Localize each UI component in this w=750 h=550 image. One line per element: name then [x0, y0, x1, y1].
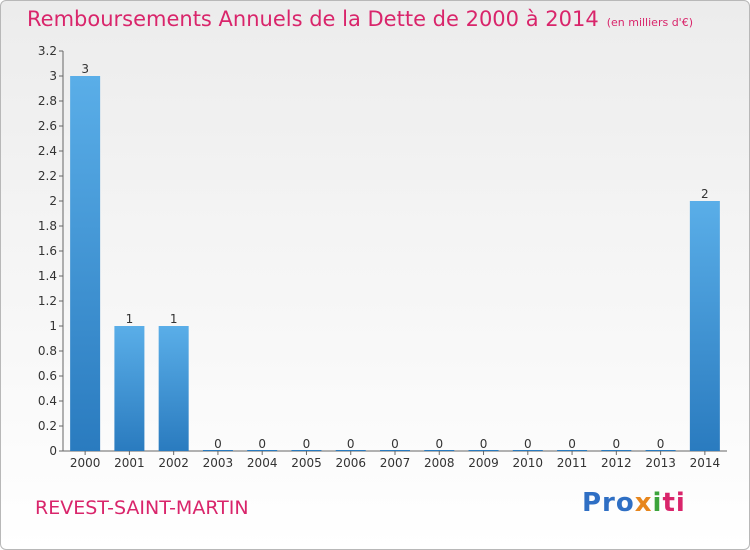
y-tick-label: 0.4 [38, 394, 57, 408]
x-tick-label: 2014 [690, 456, 721, 470]
x-tick-label: 2009 [468, 456, 499, 470]
data-label: 1 [170, 312, 178, 326]
y-tick-label: 1 [49, 319, 57, 333]
data-label: 0 [347, 437, 355, 451]
logo-part-2: x [634, 488, 653, 518]
data-label: 0 [657, 437, 665, 451]
y-tick-label: 2.8 [38, 94, 57, 108]
data-label: 0 [524, 437, 532, 451]
x-tick-label: 2011 [557, 456, 588, 470]
data-label: 2 [701, 187, 709, 201]
commune-name: REVEST-SAINT-MARTIN [35, 497, 249, 519]
data-label: 3 [81, 62, 89, 76]
y-tick-label: 3.2 [38, 44, 57, 58]
data-label: 0 [214, 437, 222, 451]
x-tick-label: 2003 [203, 456, 234, 470]
y-tick-label: 2.6 [38, 119, 57, 133]
chart-unit-note: (en milliers d'€) [606, 16, 693, 29]
x-tick-label: 2010 [513, 456, 544, 470]
logo-part-4: ti [662, 488, 686, 518]
y-tick-label: 1.4 [38, 269, 57, 283]
data-label: 0 [568, 437, 576, 451]
proxiti-logo: Proxiti [582, 488, 686, 518]
data-label: 0 [480, 437, 488, 451]
y-tick-label: 0.8 [38, 344, 57, 358]
bar [158, 326, 189, 451]
x-tick-label: 2004 [247, 456, 278, 470]
y-tick-label: 0.6 [38, 369, 57, 383]
chart-bars [70, 76, 720, 451]
x-tick-label: 2005 [291, 456, 322, 470]
x-tick-label: 2013 [645, 456, 676, 470]
data-label: 0 [613, 437, 621, 451]
x-tick-label: 2008 [424, 456, 455, 470]
y-tick-label: 2 [49, 194, 57, 208]
bar [114, 326, 145, 451]
data-label: 0 [391, 437, 399, 451]
y-tick-label: 3 [49, 69, 57, 83]
x-tick-label: 2006 [335, 456, 366, 470]
chart-title-text: Remboursements Annuels de la Dette de 20… [27, 7, 599, 31]
y-tick-label: 0.2 [38, 419, 57, 433]
data-label: 1 [126, 312, 134, 326]
data-label: 0 [303, 437, 311, 451]
logo-part-1: Pro [582, 488, 635, 518]
x-tick-label: 2001 [114, 456, 145, 470]
chart-title: Remboursements Annuels de la Dette de 20… [27, 7, 693, 31]
y-tick-label: 1.6 [38, 244, 57, 258]
x-tick-label: 2007 [380, 456, 411, 470]
bar [70, 76, 101, 451]
x-tick-label: 2012 [601, 456, 632, 470]
data-label: 0 [435, 437, 443, 451]
bar [689, 201, 720, 451]
x-tick-label: 2002 [158, 456, 189, 470]
x-tick-label: 2000 [70, 456, 101, 470]
data-label: 0 [258, 437, 266, 451]
logo-part-3: i [652, 488, 663, 518]
y-tick-label: 1.8 [38, 219, 57, 233]
y-tick-label: 2.2 [38, 169, 57, 183]
y-tick-label: 1.2 [38, 294, 57, 308]
y-tick-label: 0 [49, 444, 57, 458]
y-tick-label: 2.4 [38, 144, 57, 158]
chart-labels: 0 0.2 0.4 0.6 0.8 1 1.2 1.4 1.6 1.8 2 2.2 2.4 2.6 2.8 3… [38, 44, 720, 470]
